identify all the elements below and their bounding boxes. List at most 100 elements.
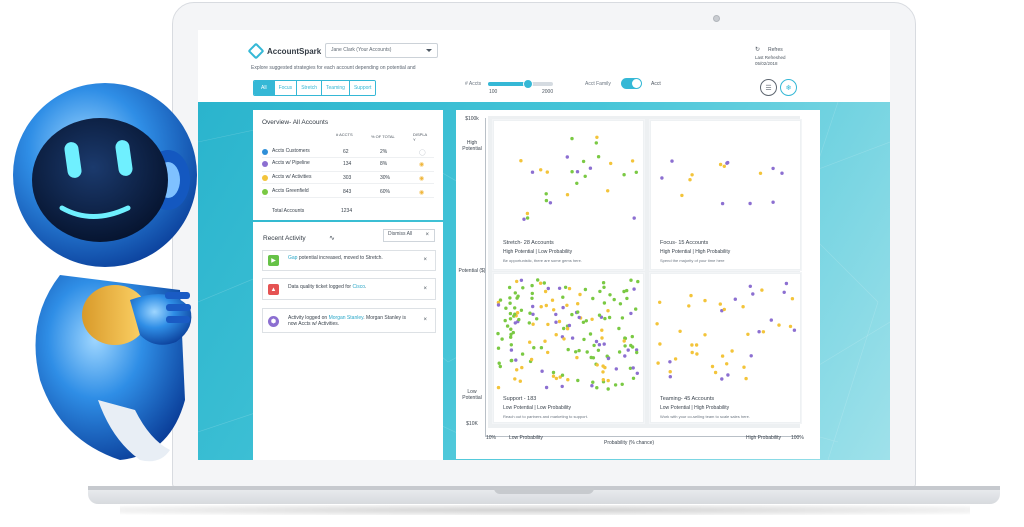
activity-item[interactable]: ▲ Data quality ticket logged for Cisco. … bbox=[262, 278, 436, 300]
account-dot[interactable] bbox=[603, 365, 607, 370]
accts-range-slider[interactable] bbox=[488, 79, 553, 89]
account-dot[interactable] bbox=[581, 320, 586, 324]
tab-stretch[interactable]: Stretch bbox=[297, 81, 323, 95]
account-dot[interactable] bbox=[771, 166, 775, 171]
account-dot[interactable] bbox=[566, 378, 570, 382]
account-dot[interactable] bbox=[567, 286, 572, 291]
account-dot[interactable] bbox=[563, 285, 568, 289]
account-dot[interactable] bbox=[632, 216, 636, 220]
account-dot[interactable] bbox=[500, 337, 504, 341]
account-dot[interactable] bbox=[618, 302, 623, 306]
account-dot[interactable] bbox=[539, 305, 543, 309]
account-dot[interactable] bbox=[508, 311, 513, 316]
account-dot[interactable] bbox=[531, 304, 535, 309]
eye-icon[interactable]: ◉ bbox=[419, 176, 425, 182]
account-dot[interactable] bbox=[496, 303, 501, 307]
close-icon[interactable]: × bbox=[423, 317, 427, 323]
acct-family-toggle[interactable] bbox=[621, 78, 642, 89]
account-dot[interactable] bbox=[544, 198, 549, 203]
account-dot[interactable] bbox=[503, 318, 507, 323]
account-dot[interactable] bbox=[519, 308, 524, 312]
account-dot[interactable] bbox=[513, 306, 517, 310]
account-dot[interactable] bbox=[628, 366, 633, 370]
account-dot[interactable] bbox=[749, 354, 753, 358]
account-dot[interactable] bbox=[703, 298, 707, 303]
account-dot[interactable] bbox=[668, 375, 672, 379]
account-dot[interactable] bbox=[546, 286, 550, 291]
account-dot[interactable] bbox=[560, 373, 565, 377]
account-dot[interactable] bbox=[631, 376, 636, 380]
account-dot[interactable] bbox=[694, 343, 699, 347]
account-dot[interactable] bbox=[543, 339, 547, 343]
account-dot[interactable] bbox=[582, 337, 586, 342]
account-dot[interactable] bbox=[509, 343, 513, 347]
account-dot[interactable] bbox=[687, 304, 691, 308]
account-dot[interactable] bbox=[516, 294, 520, 298]
account-dot[interactable] bbox=[529, 357, 534, 362]
account-dot[interactable] bbox=[530, 283, 534, 288]
account-dot[interactable] bbox=[518, 379, 522, 383]
refresh-button[interactable]: Refres bbox=[768, 47, 783, 53]
account-dot[interactable] bbox=[515, 311, 520, 315]
tab-all[interactable]: All bbox=[254, 81, 275, 95]
account-dot[interactable] bbox=[718, 162, 723, 167]
account-dot[interactable] bbox=[561, 305, 565, 310]
account-dot[interactable] bbox=[612, 297, 616, 302]
account-dot[interactable] bbox=[710, 364, 715, 369]
account-dot[interactable] bbox=[508, 317, 513, 321]
account-dot[interactable] bbox=[536, 278, 540, 282]
account-dot[interactable] bbox=[577, 315, 581, 320]
account-link[interactable]: Gap bbox=[288, 255, 298, 261]
account-dot[interactable] bbox=[720, 309, 724, 313]
account-dot[interactable] bbox=[554, 333, 558, 337]
account-dot[interactable] bbox=[561, 295, 565, 299]
account-dot[interactable] bbox=[509, 327, 513, 331]
account-dot[interactable] bbox=[614, 367, 618, 371]
account-dot[interactable] bbox=[595, 135, 599, 139]
account-dot[interactable] bbox=[513, 377, 517, 381]
account-dot[interactable] bbox=[575, 170, 580, 174]
account-dot[interactable] bbox=[606, 309, 610, 313]
account-dot[interactable] bbox=[598, 289, 602, 294]
account-dot[interactable] bbox=[508, 301, 512, 305]
account-dot[interactable] bbox=[505, 324, 510, 328]
account-dot[interactable] bbox=[531, 312, 535, 316]
account-select[interactable]: Jane Clark (Your Accounts) bbox=[325, 43, 438, 58]
account-link[interactable]: Cisco bbox=[352, 284, 365, 290]
account-dot[interactable] bbox=[623, 354, 627, 358]
account-dot[interactable] bbox=[726, 373, 730, 377]
account-dot[interactable] bbox=[576, 378, 580, 383]
account-dot[interactable] bbox=[748, 201, 752, 206]
account-dot[interactable] bbox=[746, 332, 750, 336]
account-dot[interactable] bbox=[558, 375, 562, 379]
account-dot[interactable] bbox=[703, 333, 707, 337]
account-dot[interactable] bbox=[496, 346, 501, 350]
account-dot[interactable] bbox=[497, 361, 501, 365]
account-dot[interactable] bbox=[625, 288, 629, 293]
account-dot[interactable] bbox=[689, 293, 693, 298]
close-icon[interactable]: × bbox=[423, 286, 427, 292]
account-dot[interactable] bbox=[761, 330, 766, 334]
account-dot[interactable] bbox=[574, 350, 578, 354]
account-dot[interactable] bbox=[782, 290, 786, 294]
account-dot[interactable] bbox=[635, 371, 639, 375]
account-dot[interactable] bbox=[562, 337, 566, 341]
account-dot[interactable] bbox=[622, 173, 626, 177]
account-dot[interactable] bbox=[602, 301, 607, 305]
list-icon[interactable]: ☰ bbox=[760, 79, 777, 96]
account-dot[interactable] bbox=[629, 278, 633, 282]
account-dot[interactable] bbox=[636, 279, 640, 284]
account-dot[interactable] bbox=[576, 302, 580, 306]
account-dot[interactable] bbox=[607, 315, 612, 320]
account-dot[interactable] bbox=[496, 385, 501, 390]
account-dot[interactable] bbox=[565, 193, 570, 197]
slider-handle[interactable] bbox=[523, 79, 534, 89]
account-dot[interactable] bbox=[520, 365, 524, 370]
account-dot[interactable] bbox=[730, 349, 734, 353]
eye-icon[interactable]: ◯ bbox=[419, 150, 426, 156]
account-dot[interactable] bbox=[517, 317, 521, 322]
account-dot[interactable] bbox=[509, 348, 514, 352]
account-dot[interactable] bbox=[620, 316, 625, 320]
eye-icon[interactable]: ◉ bbox=[419, 190, 425, 196]
account-dot[interactable] bbox=[603, 316, 607, 321]
